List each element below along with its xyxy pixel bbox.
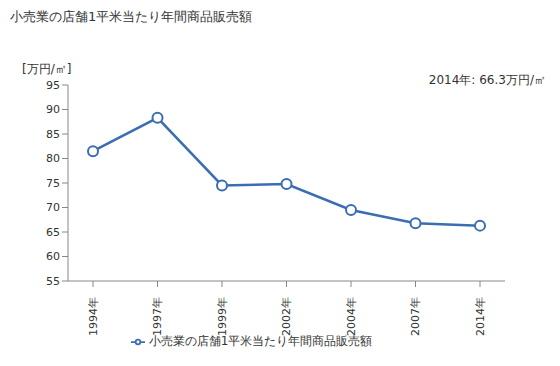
html-text:2014年: 66.3万円/㎡: 2014年: 66.3万円/㎡ <box>428 73 546 87</box>
svg-text:1994年: 1994年 <box>87 297 100 336</box>
svg-text:85: 85 <box>46 128 60 141</box>
svg-text:70: 70 <box>46 201 60 214</box>
svg-text:75: 75 <box>46 177 60 190</box>
svg-text:2007年: 2007年 <box>409 297 422 336</box>
svg-text:65: 65 <box>46 226 60 239</box>
svg-text:2004年: 2004年 <box>345 297 358 336</box>
svg-text:60: 60 <box>46 250 60 263</box>
svg-text:2014年: 2014年 <box>474 297 487 336</box>
svg-text:90: 90 <box>46 103 60 116</box>
svg-text:95: 95 <box>46 79 60 92</box>
html-text:[万円/㎡]: [万円/㎡] <box>22 62 72 76</box>
svg-text:80: 80 <box>46 152 60 165</box>
html-text:小売業の店舗1平米当たり年間商品販売額: 小売業の店舗1平米当たり年間商品販売額 <box>148 334 373 348</box>
svg-text:2002年: 2002年 <box>280 297 293 336</box>
svg-text:1999年: 1999年 <box>216 297 229 336</box>
html-text:小売業の店舗1平米当たり年間商品販売額: 小売業の店舗1平米当たり年間商品販売額 <box>10 9 253 24</box>
svg-text:1997年: 1997年 <box>151 297 164 336</box>
svg-text:55: 55 <box>46 275 60 288</box>
